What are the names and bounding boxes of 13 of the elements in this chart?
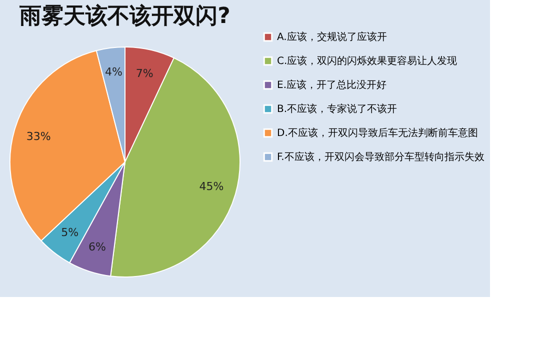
legend-label: A.应该，交规说了应该开 (277, 31, 387, 43)
legend-label: F.不应该，开双闪会导致部分车型转向指示失效 (277, 151, 484, 163)
data-label: 45% (199, 180, 224, 194)
data-label: 5% (61, 226, 79, 240)
data-label: 33% (26, 130, 51, 143)
data-label: 6% (88, 240, 106, 254)
data-label: 4% (104, 66, 122, 79)
legend-label: C.应该，双闪的闪烁效果更容易让人发现 (277, 55, 458, 67)
legend-label: E.应该，开了总比没开好 (277, 79, 386, 91)
chart-title: 雨雾天该不该开双闪? (18, 3, 230, 29)
data-label: 7% (136, 67, 154, 80)
legend-label: B.不应该，专家说了不该开 (277, 103, 398, 115)
legend-label: D.不应该，开双闪导致后车无法判断前车意图 (277, 127, 478, 139)
